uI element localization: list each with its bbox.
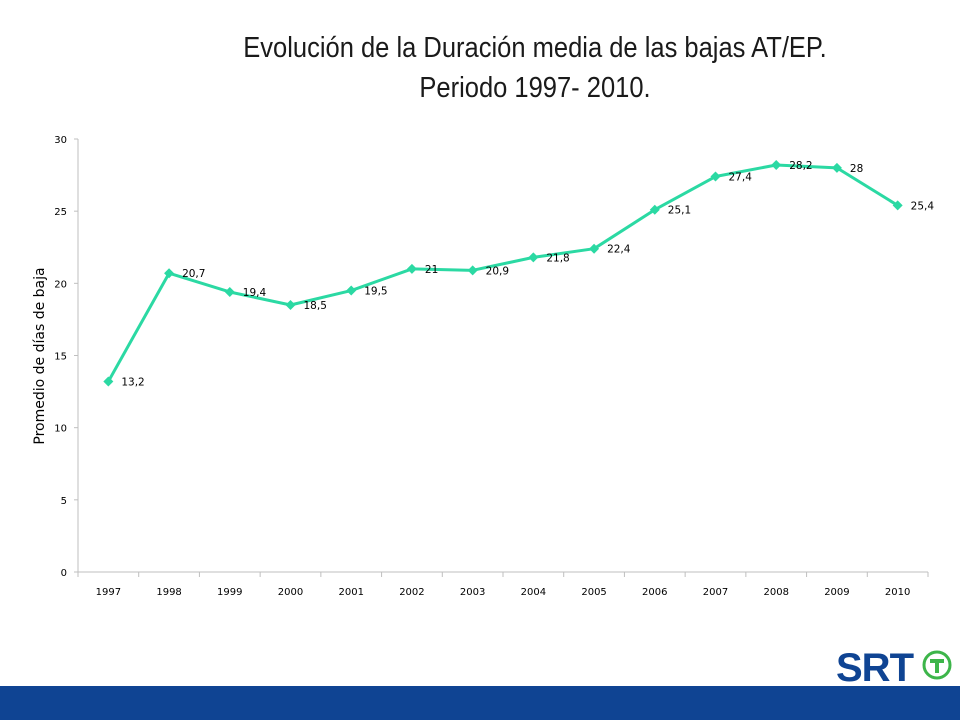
y-tick-label: 30: [54, 135, 67, 146]
data-point-marker: [406, 263, 417, 274]
data-label: 28,2: [789, 160, 812, 172]
data-label: 25,1: [668, 205, 691, 217]
srt-logo-text: SRT: [836, 646, 914, 690]
data-point-marker: [649, 204, 660, 215]
chart-title: Evolución de la Duración media de las ba…: [0, 28, 960, 108]
x-tick-label: 2002: [399, 587, 424, 598]
series-line-group: 13,2 20,7 19,4 18,5 19,5 21 20,9 21,8 22,4 25,1 27…: [103, 159, 935, 388]
y-tick-label: 5: [61, 496, 67, 507]
chart-axes: [77, 139, 928, 573]
data-label: 13,2: [121, 376, 144, 388]
data-label: 18,5: [304, 300, 327, 312]
data-point-marker: [892, 200, 903, 211]
x-tick-label: 1999: [217, 587, 242, 598]
footer-bar: [0, 686, 960, 720]
data-label: 25,4: [911, 200, 935, 212]
series-line: [107, 163, 899, 383]
data-point-marker: [164, 268, 175, 279]
data-label: 19,4: [243, 287, 267, 299]
x-tick-label: 1998: [156, 587, 181, 598]
y-axis-label: Promedio de días de baja: [32, 267, 48, 444]
data-label: 21: [425, 264, 438, 276]
y-tick-labels: 0 5 10 15 20 25 30: [54, 135, 78, 579]
x-tick-label: 2006: [642, 587, 667, 598]
x-tick-label: 2007: [703, 587, 728, 598]
y-tick-label: 0: [61, 568, 67, 579]
data-point-marker: [224, 286, 235, 297]
data-label: 27,4: [729, 172, 753, 184]
srt-logo-mark-icon: [922, 650, 952, 680]
y-tick-label: 10: [54, 424, 67, 435]
x-tick-label: 1997: [96, 587, 121, 598]
x-tick-label: 2009: [824, 587, 849, 598]
data-label: 19,5: [364, 286, 387, 298]
data-label: 21,8: [546, 252, 569, 264]
chart-title-line-2: Periodo 1997- 2010.: [419, 72, 651, 104]
srt-logo: SRT: [836, 646, 952, 690]
data-label: 22,4: [607, 244, 631, 256]
data-point-marker: [346, 285, 357, 296]
x-tick-label: 2008: [763, 587, 788, 598]
x-tick-label: 2004: [521, 587, 546, 598]
y-tick-label: 15: [54, 352, 67, 363]
data-label: 28: [850, 163, 863, 175]
data-point-marker: [103, 376, 114, 387]
data-point-marker: [771, 159, 782, 170]
data-point-marker: [831, 162, 842, 173]
x-tick-label: 2000: [278, 587, 303, 598]
data-point-marker: [589, 243, 600, 254]
x-tick-label: 2003: [460, 587, 485, 598]
data-point-marker: [710, 171, 721, 182]
y-tick-label: 25: [54, 207, 67, 218]
data-point-marker: [285, 299, 296, 310]
x-tick-labels: 1997 1998 1999 2000 2001 2002 2003 2004 2005 2006…: [77, 572, 929, 598]
data-label: 20,9: [486, 265, 509, 277]
x-tick-label: 2005: [581, 587, 606, 598]
x-tick-label: 2001: [338, 587, 363, 598]
chart-title-line-1: Evolución de la Duración media de las ba…: [243, 32, 827, 64]
y-tick-label: 20: [54, 279, 67, 290]
data-label: 20,7: [182, 268, 205, 280]
x-tick-label: 2010: [885, 587, 910, 598]
data-point-marker: [528, 252, 539, 263]
data-point-marker: [467, 265, 478, 276]
